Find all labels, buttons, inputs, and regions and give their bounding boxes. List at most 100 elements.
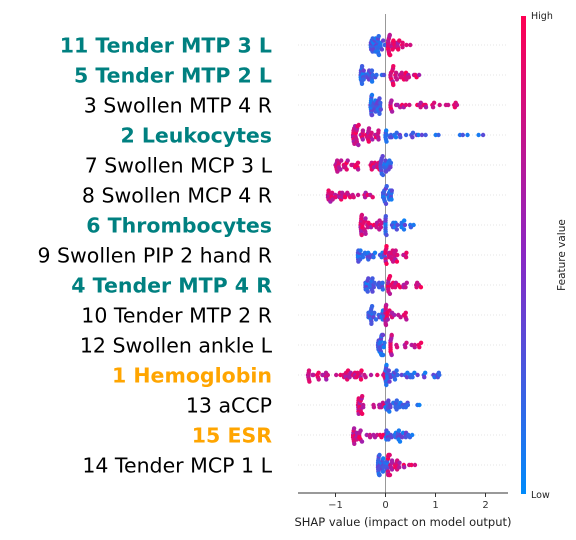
data-point (398, 135, 403, 140)
data-point (380, 280, 385, 285)
data-point (381, 352, 386, 358)
data-point (389, 188, 394, 193)
colorbar-low-label: Low (531, 490, 550, 501)
data-point (418, 285, 424, 290)
data-point (388, 405, 393, 410)
data-point (480, 132, 486, 138)
data-point (376, 34, 381, 39)
data-point (377, 472, 382, 478)
data-point (454, 102, 460, 108)
data-point (392, 312, 397, 318)
data-point (398, 285, 403, 290)
data-point (394, 368, 399, 373)
data-point (339, 158, 344, 163)
data-point (391, 63, 396, 69)
data-point (334, 372, 339, 378)
data-point (389, 458, 395, 463)
data-point (347, 375, 352, 380)
data-point (384, 132, 389, 138)
feature-label: 3 Swollen MTP 4 R (84, 94, 272, 118)
data-point (378, 100, 383, 106)
data-point (388, 160, 394, 165)
data-point (355, 167, 361, 172)
data-point (404, 42, 409, 48)
data-point (411, 222, 416, 228)
data-point (355, 160, 361, 165)
data-point (359, 212, 365, 218)
x-tick-label: 2 (482, 500, 488, 511)
data-point (325, 372, 330, 378)
data-point (370, 276, 375, 281)
data-point (389, 467, 395, 472)
data-point (359, 81, 365, 87)
colorbar: High Low Feature value (521, 11, 568, 501)
data-point (389, 109, 395, 114)
data-point (372, 250, 378, 255)
data-point (423, 370, 428, 375)
data-point (397, 38, 402, 43)
data-point (344, 167, 349, 172)
data-point (371, 405, 377, 410)
feature-label: 10 Tender MTP 2 R (81, 304, 272, 328)
data-point (400, 40, 405, 45)
data-point (358, 377, 364, 382)
data-point (395, 222, 400, 228)
data-point (351, 195, 356, 200)
data-point (393, 285, 398, 290)
data-point (398, 315, 403, 320)
data-point (373, 317, 379, 322)
data-point (412, 370, 417, 375)
data-point (389, 98, 394, 103)
data-point (360, 128, 366, 133)
data-point (404, 375, 410, 380)
data-point (422, 375, 427, 380)
data-point (394, 130, 399, 135)
colorbar-title: Feature value (556, 219, 568, 291)
data-point (366, 276, 371, 281)
data-point (381, 72, 387, 78)
data-point (397, 465, 402, 470)
data-point (465, 132, 470, 138)
data-point (370, 195, 375, 200)
data-point (399, 372, 404, 378)
data-point (384, 128, 389, 133)
data-point (460, 132, 465, 138)
data-point (360, 411, 365, 416)
data-point (404, 250, 409, 255)
data-point (326, 188, 331, 193)
data-point (387, 472, 393, 478)
data-point (387, 291, 393, 296)
data-point (410, 135, 415, 140)
data-point (384, 362, 389, 368)
data-point (360, 255, 366, 260)
feature-label: 9 Swollen PIP 2 hand R (37, 244, 272, 268)
feature-label: 4 Tender MTP 4 R (71, 274, 272, 298)
data-point (306, 368, 312, 373)
data-point (361, 77, 366, 82)
feature-labels: 11 Tender MTP 3 L 5 Tender MTP 2 L 3 Swoll… (37, 34, 272, 478)
data-point (410, 130, 416, 135)
feature-label: 12 Swollen ankle L (80, 334, 273, 358)
data-point (377, 111, 382, 117)
data-point (380, 172, 386, 178)
data-point (369, 130, 374, 135)
data-point (387, 409, 392, 414)
data-point (399, 435, 405, 440)
data-point (395, 252, 400, 258)
data-point (384, 184, 389, 189)
data-point (417, 345, 422, 350)
data-point (476, 132, 481, 138)
x-axis: SHAP value (impact on model output) −1 0 1… (294, 492, 512, 529)
data-point (410, 432, 415, 438)
data-point (419, 132, 425, 138)
data-point (437, 102, 442, 108)
data-point (389, 352, 394, 358)
data-point (361, 405, 366, 410)
data-point (359, 368, 364, 373)
data-point (381, 465, 386, 470)
data-point (375, 372, 380, 378)
data-point (363, 375, 368, 380)
data-point (382, 340, 387, 345)
data-point (405, 402, 411, 408)
data-point (360, 137, 365, 142)
